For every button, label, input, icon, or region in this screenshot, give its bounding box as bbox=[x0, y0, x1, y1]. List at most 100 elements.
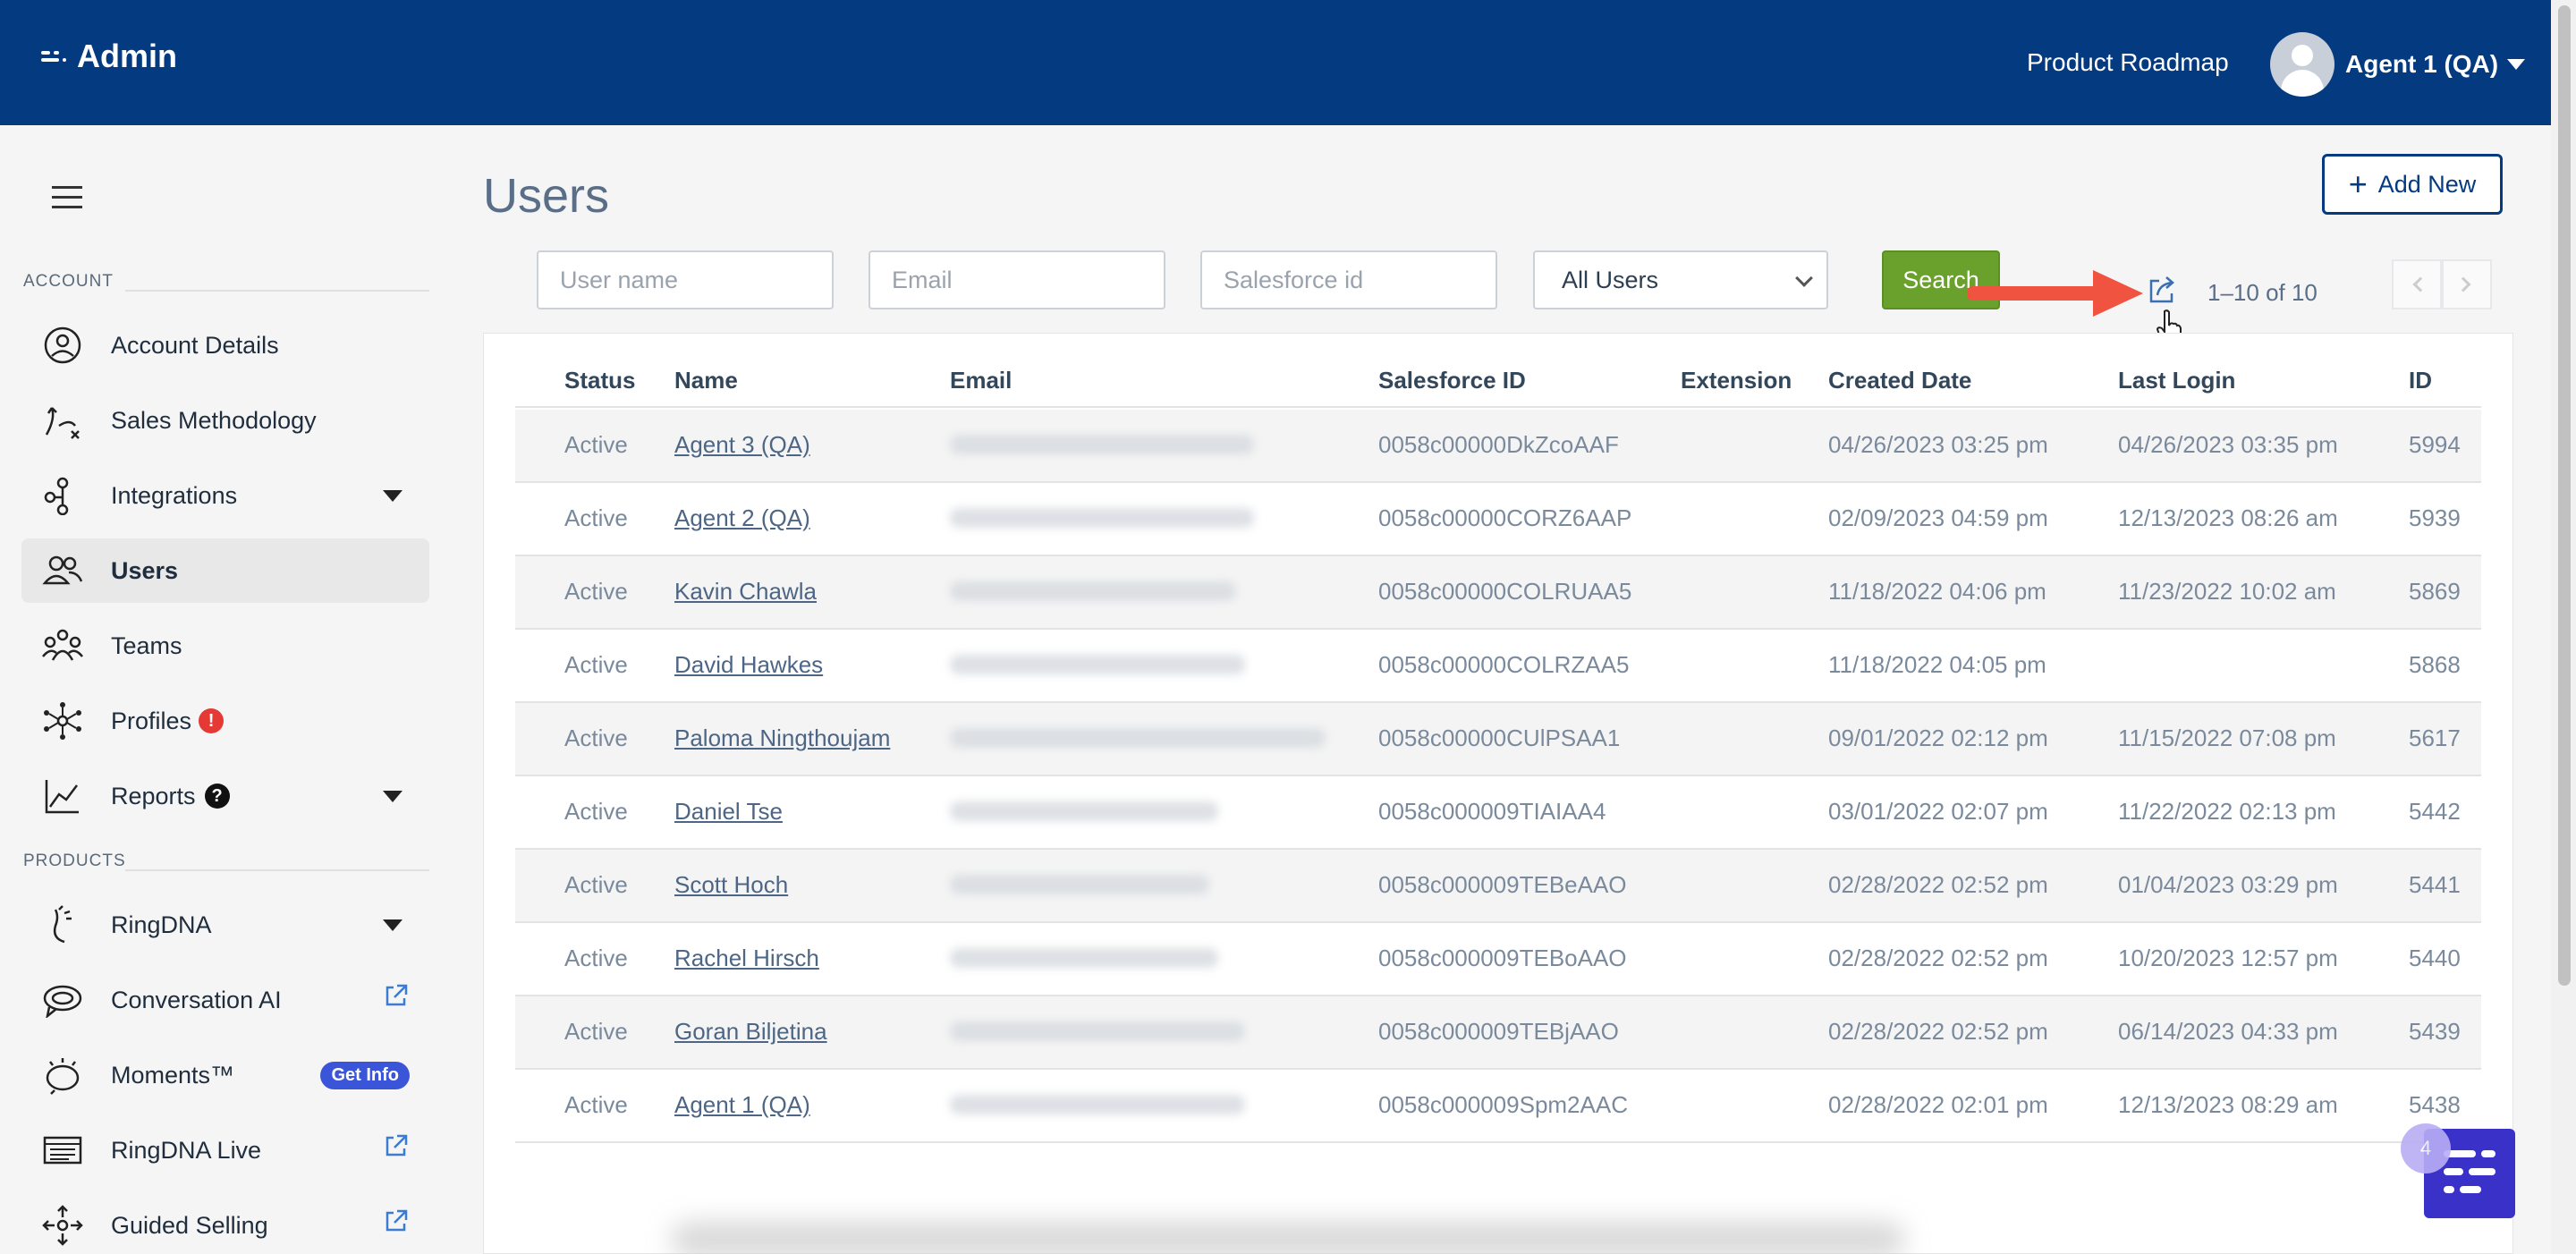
live-icon bbox=[41, 1129, 84, 1172]
user-type-select[interactable]: All Users bbox=[1533, 250, 1828, 309]
col-header-salesforce-id[interactable]: Salesforce ID bbox=[1378, 367, 1526, 394]
sidebar-item-reports[interactable]: Reports ? bbox=[21, 764, 429, 828]
cell-last-login: 12/13/2023 08:26 am bbox=[2118, 504, 2338, 531]
sidebar-item-ringdna[interactable]: RingDNA bbox=[21, 893, 429, 957]
email-input[interactable] bbox=[869, 250, 1165, 309]
col-header-extension[interactable]: Extension bbox=[1681, 367, 1792, 394]
cell-id: 5939 bbox=[2409, 504, 2461, 531]
help-icon[interactable]: ? bbox=[204, 784, 230, 809]
sidebar-item-account-details[interactable]: Account Details bbox=[21, 313, 429, 377]
cell-created-date: 02/28/2022 02:52 pm bbox=[1828, 945, 2048, 971]
user-menu[interactable]: Agent 1 (QA) bbox=[2270, 32, 2526, 97]
profiles-icon bbox=[41, 699, 84, 742]
cell-status: Active bbox=[564, 651, 628, 678]
salesforce-id-input[interactable] bbox=[1200, 250, 1497, 309]
col-header-created-date[interactable]: Created Date bbox=[1828, 367, 1972, 394]
cell-email-redacted bbox=[950, 655, 1245, 674]
table-row: Active David Hawkes 0058c00000COLRZAA5 11/1… bbox=[515, 630, 2481, 703]
cell-name-link[interactable]: Goran Biljetina bbox=[674, 1018, 827, 1045]
col-header-email[interactable]: Email bbox=[950, 367, 1013, 394]
brand[interactable]: Admin bbox=[41, 38, 177, 75]
sidebar-item-profiles[interactable]: Profiles ! bbox=[21, 689, 429, 753]
table-row: Active Goran Biljetina 0058c000009TEBjAAO 0… bbox=[515, 996, 2481, 1070]
sidebar-item-users[interactable]: Users bbox=[21, 538, 429, 603]
sidebar-item-ringdna-live[interactable]: RingDNA Live bbox=[21, 1118, 429, 1182]
cell-name-link[interactable]: Agent 1 (QA) bbox=[674, 1091, 810, 1118]
cell-name-link[interactable]: Agent 3 (QA) bbox=[674, 431, 810, 458]
sidebar-item-sales-methodology[interactable]: Sales Methodology bbox=[21, 388, 429, 453]
col-header-last-login[interactable]: Last Login bbox=[2118, 367, 2236, 394]
page-title: Users bbox=[483, 169, 610, 223]
logo-icon bbox=[41, 47, 66, 65]
chevron-right-icon bbox=[2455, 276, 2471, 292]
cell-last-login: 04/26/2023 03:35 pm bbox=[2118, 431, 2338, 458]
section-label-account: ACCOUNT bbox=[23, 272, 114, 291]
top-header: Admin Product Roadmap Agent 1 (QA) bbox=[0, 0, 2551, 125]
cell-status: Active bbox=[564, 1018, 628, 1045]
col-header-status[interactable]: Status bbox=[564, 367, 636, 394]
next-page-button[interactable] bbox=[2442, 259, 2492, 309]
table-row: Active Agent 3 (QA) 0058c00000DkZcoAAF 04/2… bbox=[515, 410, 2481, 483]
cell-last-login: 12/13/2023 08:29 am bbox=[2118, 1091, 2338, 1118]
cell-email-redacted bbox=[950, 948, 1218, 968]
sidebar-item-label: Integrations bbox=[111, 481, 238, 509]
sidebar-item-label: Account Details bbox=[111, 331, 279, 359]
external-link-icon[interactable] bbox=[383, 1207, 410, 1234]
external-link-icon[interactable] bbox=[383, 1132, 410, 1159]
hamburger-menu-icon[interactable] bbox=[52, 186, 82, 209]
cell-salesforce-id: 0058c000009TEBeAAO bbox=[1378, 871, 1627, 898]
users-table bbox=[483, 333, 2513, 1254]
ringdna-icon bbox=[41, 903, 84, 946]
cell-salesforce-id: 0058c000009TEBoAAO bbox=[1378, 945, 1627, 971]
cell-status: Active bbox=[564, 431, 628, 458]
cell-created-date: 11/18/2022 04:06 pm bbox=[1828, 578, 2046, 605]
table-row: Active Agent 1 (QA) 0058c000009Spm2AAC 02/2… bbox=[515, 1070, 2481, 1143]
table-row: Active Agent 2 (QA) 0058c00000CORZ6AAP 02/0… bbox=[515, 483, 2481, 556]
sidebar-item-conversation-ai[interactable]: Conversation AI bbox=[21, 968, 429, 1032]
export-icon[interactable] bbox=[2147, 274, 2179, 306]
cell-name-link[interactable]: Agent 2 (QA) bbox=[674, 504, 810, 531]
cell-salesforce-id: 0058c00000COLRUAA5 bbox=[1378, 578, 1632, 605]
sidebar-item-integrations[interactable]: Integrations bbox=[21, 463, 429, 528]
sidebar-item-teams[interactable]: Teams bbox=[21, 614, 429, 678]
sidebar-item-label: Conversation AI bbox=[111, 986, 282, 1013]
cell-name-link[interactable]: Paloma Ningthoujam bbox=[674, 724, 891, 751]
sidebar-item-label: Guided Selling bbox=[111, 1211, 268, 1239]
external-link-icon[interactable] bbox=[383, 982, 410, 1009]
cell-name-link[interactable]: Daniel Tse bbox=[674, 798, 783, 825]
cell-name-link[interactable]: Kavin Chawla bbox=[674, 578, 817, 605]
cell-status: Active bbox=[564, 798, 628, 825]
product-roadmap-link[interactable]: Product Roadmap bbox=[2027, 48, 2229, 76]
caret-down-icon[interactable] bbox=[383, 791, 402, 802]
cell-id: 5442 bbox=[2409, 798, 2461, 825]
get-info-badge[interactable]: Get Info bbox=[320, 1061, 410, 1089]
sidebar-item-guided-selling[interactable]: Guided Selling bbox=[21, 1193, 429, 1254]
moments-icon bbox=[41, 1054, 84, 1097]
cell-name-link[interactable]: Scott Hoch bbox=[674, 871, 789, 898]
caret-down-icon[interactable] bbox=[383, 490, 402, 502]
col-header-name[interactable]: Name bbox=[674, 367, 738, 394]
chat-bubble-icon bbox=[41, 979, 84, 1021]
cell-status: Active bbox=[564, 724, 628, 751]
caret-down-icon bbox=[2507, 59, 2526, 70]
caret-down-icon[interactable] bbox=[383, 919, 402, 931]
page-scrollbar[interactable] bbox=[2551, 0, 2576, 1254]
scrollbar-thumb[interactable] bbox=[2558, 5, 2571, 986]
add-new-button[interactable]: + Add New bbox=[2322, 154, 2503, 215]
user-type-value: All Users bbox=[1562, 266, 1659, 293]
prev-page-button[interactable] bbox=[2392, 259, 2442, 309]
sidebar-item-label: Users bbox=[111, 556, 179, 584]
cell-email-redacted bbox=[950, 1021, 1245, 1041]
cell-name-link[interactable]: David Hawkes bbox=[674, 651, 824, 678]
col-header-id[interactable]: ID bbox=[2409, 367, 2432, 394]
cell-name-link[interactable]: Rachel Hirsch bbox=[674, 945, 819, 971]
cell-status: Active bbox=[564, 871, 628, 898]
cell-last-login: 11/23/2022 10:02 am bbox=[2118, 578, 2336, 605]
table-row: Active Scott Hoch 0058c000009TEBeAAO 02/28/… bbox=[515, 850, 2481, 923]
cell-id: 5617 bbox=[2409, 724, 2461, 751]
cell-created-date: 03/01/2022 02:07 pm bbox=[1828, 798, 2048, 825]
sidebar-item-moments[interactable]: Moments™ Get Info bbox=[21, 1043, 429, 1107]
username-input[interactable] bbox=[537, 250, 834, 309]
cell-status: Active bbox=[564, 945, 628, 971]
cell-email-redacted bbox=[950, 581, 1236, 601]
